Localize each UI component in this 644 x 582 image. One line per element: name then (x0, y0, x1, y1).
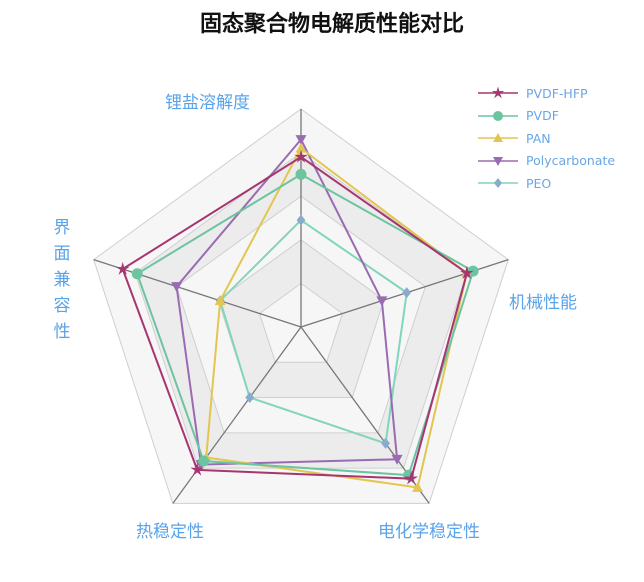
star-marker (115, 261, 130, 275)
axis-label-electrochemical-stability: 电化学稳定性 (378, 522, 480, 542)
axis-label-interface-compatibility: 界面兼容性 (53, 218, 71, 342)
legend-item-pvdf[interactable]: PVDF (478, 105, 615, 128)
star-marker (294, 149, 308, 163)
star-marker (404, 471, 418, 485)
star-marker (190, 462, 205, 476)
legend: PVDF-HFP PVDF PAN Polycarbonate PEO (478, 82, 615, 195)
legend-label: PVDF (526, 108, 559, 124)
diamond-marker (296, 214, 306, 226)
axis-label-lithium-salt-solubility: 锂盐溶解度 (165, 93, 250, 113)
axis-label-thermal-stability: 热稳定性 (136, 522, 204, 542)
circle-marker (131, 268, 143, 280)
triangle-marker (412, 481, 424, 492)
circle-marker (198, 455, 210, 467)
legend-item-polycarbonate[interactable]: Polycarbonate (478, 150, 615, 173)
legend-item-pvdf-hfp[interactable]: PVDF-HFP (478, 82, 615, 105)
legend-marker-triangle-icon (478, 133, 518, 143)
triangle-down-marker (171, 282, 183, 293)
legend-item-peo[interactable]: PEO (478, 172, 615, 195)
legend-label: PAN (526, 130, 551, 146)
diamond-marker (245, 392, 255, 404)
triangle-down-marker (376, 296, 388, 307)
circle-marker (493, 110, 503, 121)
star-marker (491, 86, 505, 99)
triangle-down-marker (295, 135, 307, 146)
series-line (135, 173, 475, 477)
legend-label: Polycarbonate (526, 153, 616, 169)
legend-marker-diamond-icon (478, 178, 518, 189)
axis-line (93, 259, 302, 328)
triangle-marker (493, 133, 503, 143)
chart-title: 固态聚合物电解质性能对比 (199, 12, 464, 37)
series-pvdf-hfp (115, 149, 474, 485)
triangle-marker (214, 295, 226, 306)
diamond-marker (381, 437, 390, 449)
legend-marker-star-icon (478, 86, 518, 99)
legend-label: PVDF-HFP (526, 85, 588, 101)
series-line (175, 137, 399, 466)
triangle-down-marker (493, 156, 503, 166)
diamond-marker (494, 178, 502, 189)
legend-label: PEO (526, 175, 552, 191)
legend-marker-triangle-down-icon (478, 156, 518, 166)
legend-item-pan[interactable]: PAN (478, 127, 615, 150)
series-line (219, 218, 408, 445)
series-line (121, 155, 469, 480)
legend-marker-circle-icon (478, 110, 518, 121)
axis-label-mechanical: 机械性能 (509, 293, 577, 313)
triangle-down-marker (391, 454, 403, 465)
star-marker (460, 265, 474, 279)
triangle-marker (295, 142, 307, 153)
diamond-marker (402, 287, 412, 299)
circle-marker (295, 168, 307, 180)
